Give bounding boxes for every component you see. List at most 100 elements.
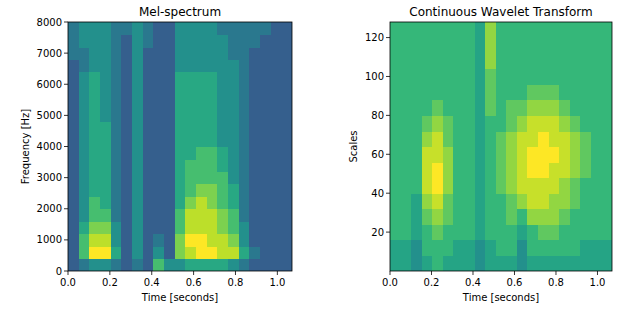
cell — [570, 147, 581, 163]
cell — [281, 97, 292, 110]
cell — [217, 159, 228, 172]
cell — [121, 22, 132, 35]
cell — [89, 72, 100, 85]
cell — [185, 22, 196, 35]
cell — [217, 209, 228, 222]
cell — [464, 100, 475, 116]
cell — [185, 221, 196, 234]
cell — [153, 259, 164, 271]
cell — [207, 109, 218, 122]
cell — [580, 84, 591, 100]
x-tick — [235, 271, 236, 275]
cell — [570, 53, 581, 69]
cell — [271, 259, 282, 271]
cell — [121, 184, 132, 197]
cell — [390, 131, 401, 147]
y-tick — [64, 53, 68, 54]
y-tick — [64, 84, 68, 85]
cell — [271, 221, 282, 234]
cell — [390, 255, 401, 271]
cell — [591, 224, 602, 240]
cell — [549, 53, 560, 69]
cell — [153, 97, 164, 110]
cell — [390, 53, 401, 69]
cell — [432, 255, 443, 271]
cell — [390, 178, 401, 194]
x-tick-label: 1.0 — [269, 277, 285, 288]
cell — [79, 84, 90, 97]
cell — [432, 22, 443, 38]
cell — [185, 246, 196, 259]
cell — [453, 209, 464, 225]
cell — [207, 246, 218, 259]
cell — [464, 224, 475, 240]
y-tick — [64, 146, 68, 147]
cell — [79, 159, 90, 172]
cell — [411, 115, 422, 131]
frame — [68, 22, 292, 271]
cell — [580, 38, 591, 54]
cell — [506, 84, 517, 100]
cell — [89, 234, 100, 247]
cell — [68, 184, 79, 197]
cell — [601, 240, 612, 256]
cell — [185, 122, 196, 135]
cell — [249, 109, 260, 122]
cell — [401, 100, 412, 116]
cell — [401, 38, 412, 54]
cell — [111, 109, 122, 122]
cell — [79, 221, 90, 234]
cell — [559, 100, 570, 116]
cell — [538, 38, 549, 54]
cell — [100, 97, 111, 110]
cell — [506, 53, 517, 69]
cell — [390, 69, 401, 85]
cell — [239, 184, 250, 197]
cell — [464, 162, 475, 178]
cell — [143, 184, 154, 197]
cell — [281, 122, 292, 135]
cell — [422, 147, 433, 163]
cell — [100, 34, 111, 47]
cell — [443, 131, 454, 147]
cell — [164, 72, 175, 85]
cell — [260, 97, 271, 110]
cell — [217, 122, 228, 135]
cell — [475, 53, 486, 69]
cell — [228, 184, 239, 197]
cell — [121, 72, 132, 85]
cell — [111, 122, 122, 135]
cell — [591, 178, 602, 194]
panel: 0.00.20.40.60.81.020406080100120Continuo… — [348, 5, 613, 303]
x-tick-label: 0.0 — [60, 277, 76, 288]
cell — [132, 221, 143, 234]
cell — [411, 255, 422, 271]
cell — [390, 162, 401, 178]
cell — [196, 159, 207, 172]
cell — [559, 193, 570, 209]
x-tick-label: 1.0 — [590, 277, 606, 288]
cell — [100, 171, 111, 184]
cell — [228, 34, 239, 47]
cell — [496, 224, 507, 240]
cell — [175, 34, 186, 47]
cell — [196, 209, 207, 222]
cell — [517, 115, 528, 131]
cell — [239, 259, 250, 271]
cell — [175, 47, 186, 60]
cell — [453, 115, 464, 131]
cell — [411, 193, 422, 209]
cell — [601, 255, 612, 271]
y-tick-label: 60 — [371, 149, 384, 160]
cell — [453, 147, 464, 163]
cell — [132, 259, 143, 271]
cell — [100, 84, 111, 97]
cell — [132, 134, 143, 147]
cell — [464, 255, 475, 271]
cell — [260, 196, 271, 209]
cell — [143, 134, 154, 147]
cell — [68, 34, 79, 47]
cell — [281, 171, 292, 184]
cell — [207, 259, 218, 271]
cell — [207, 147, 218, 160]
